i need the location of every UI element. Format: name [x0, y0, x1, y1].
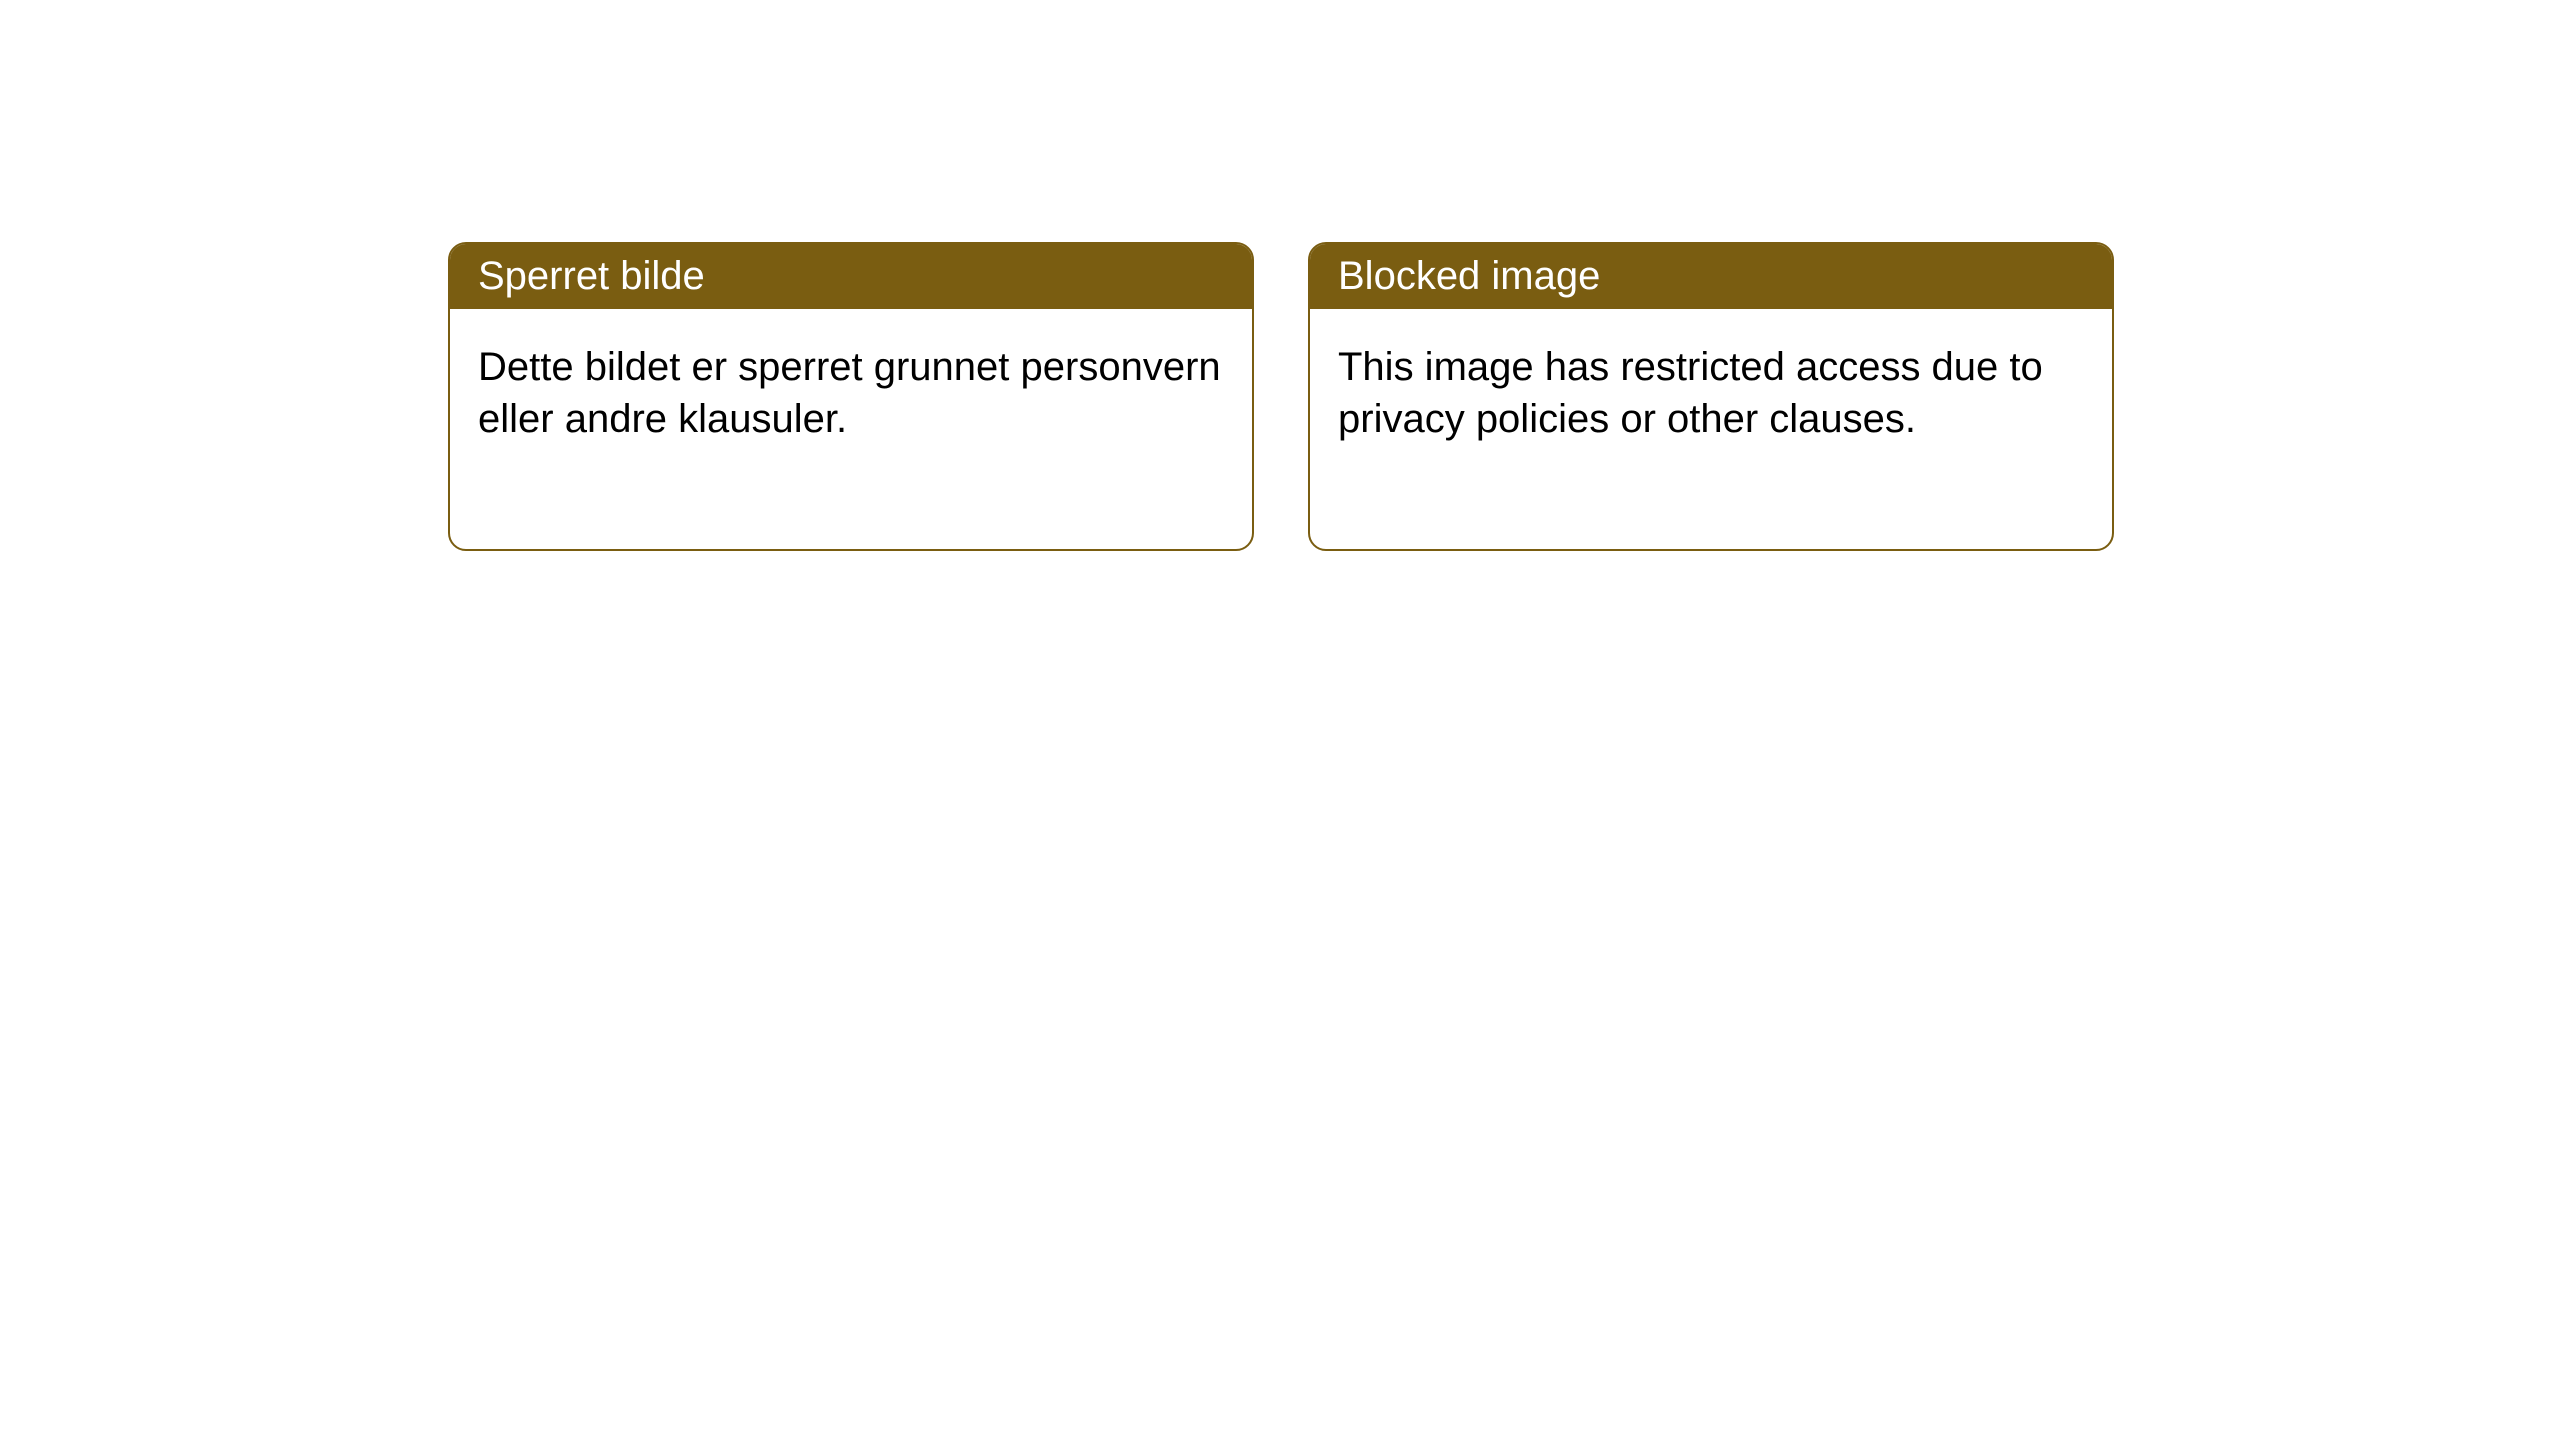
notice-title-norwegian: Sperret bilde: [450, 244, 1252, 309]
notice-container: Sperret bilde Dette bildet er sperret gr…: [448, 242, 2114, 551]
notice-card-norwegian: Sperret bilde Dette bildet er sperret gr…: [448, 242, 1254, 551]
notice-title-english: Blocked image: [1310, 244, 2112, 309]
notice-body-norwegian: Dette bildet er sperret grunnet personve…: [450, 309, 1252, 549]
notice-body-english: This image has restricted access due to …: [1310, 309, 2112, 549]
notice-card-english: Blocked image This image has restricted …: [1308, 242, 2114, 551]
